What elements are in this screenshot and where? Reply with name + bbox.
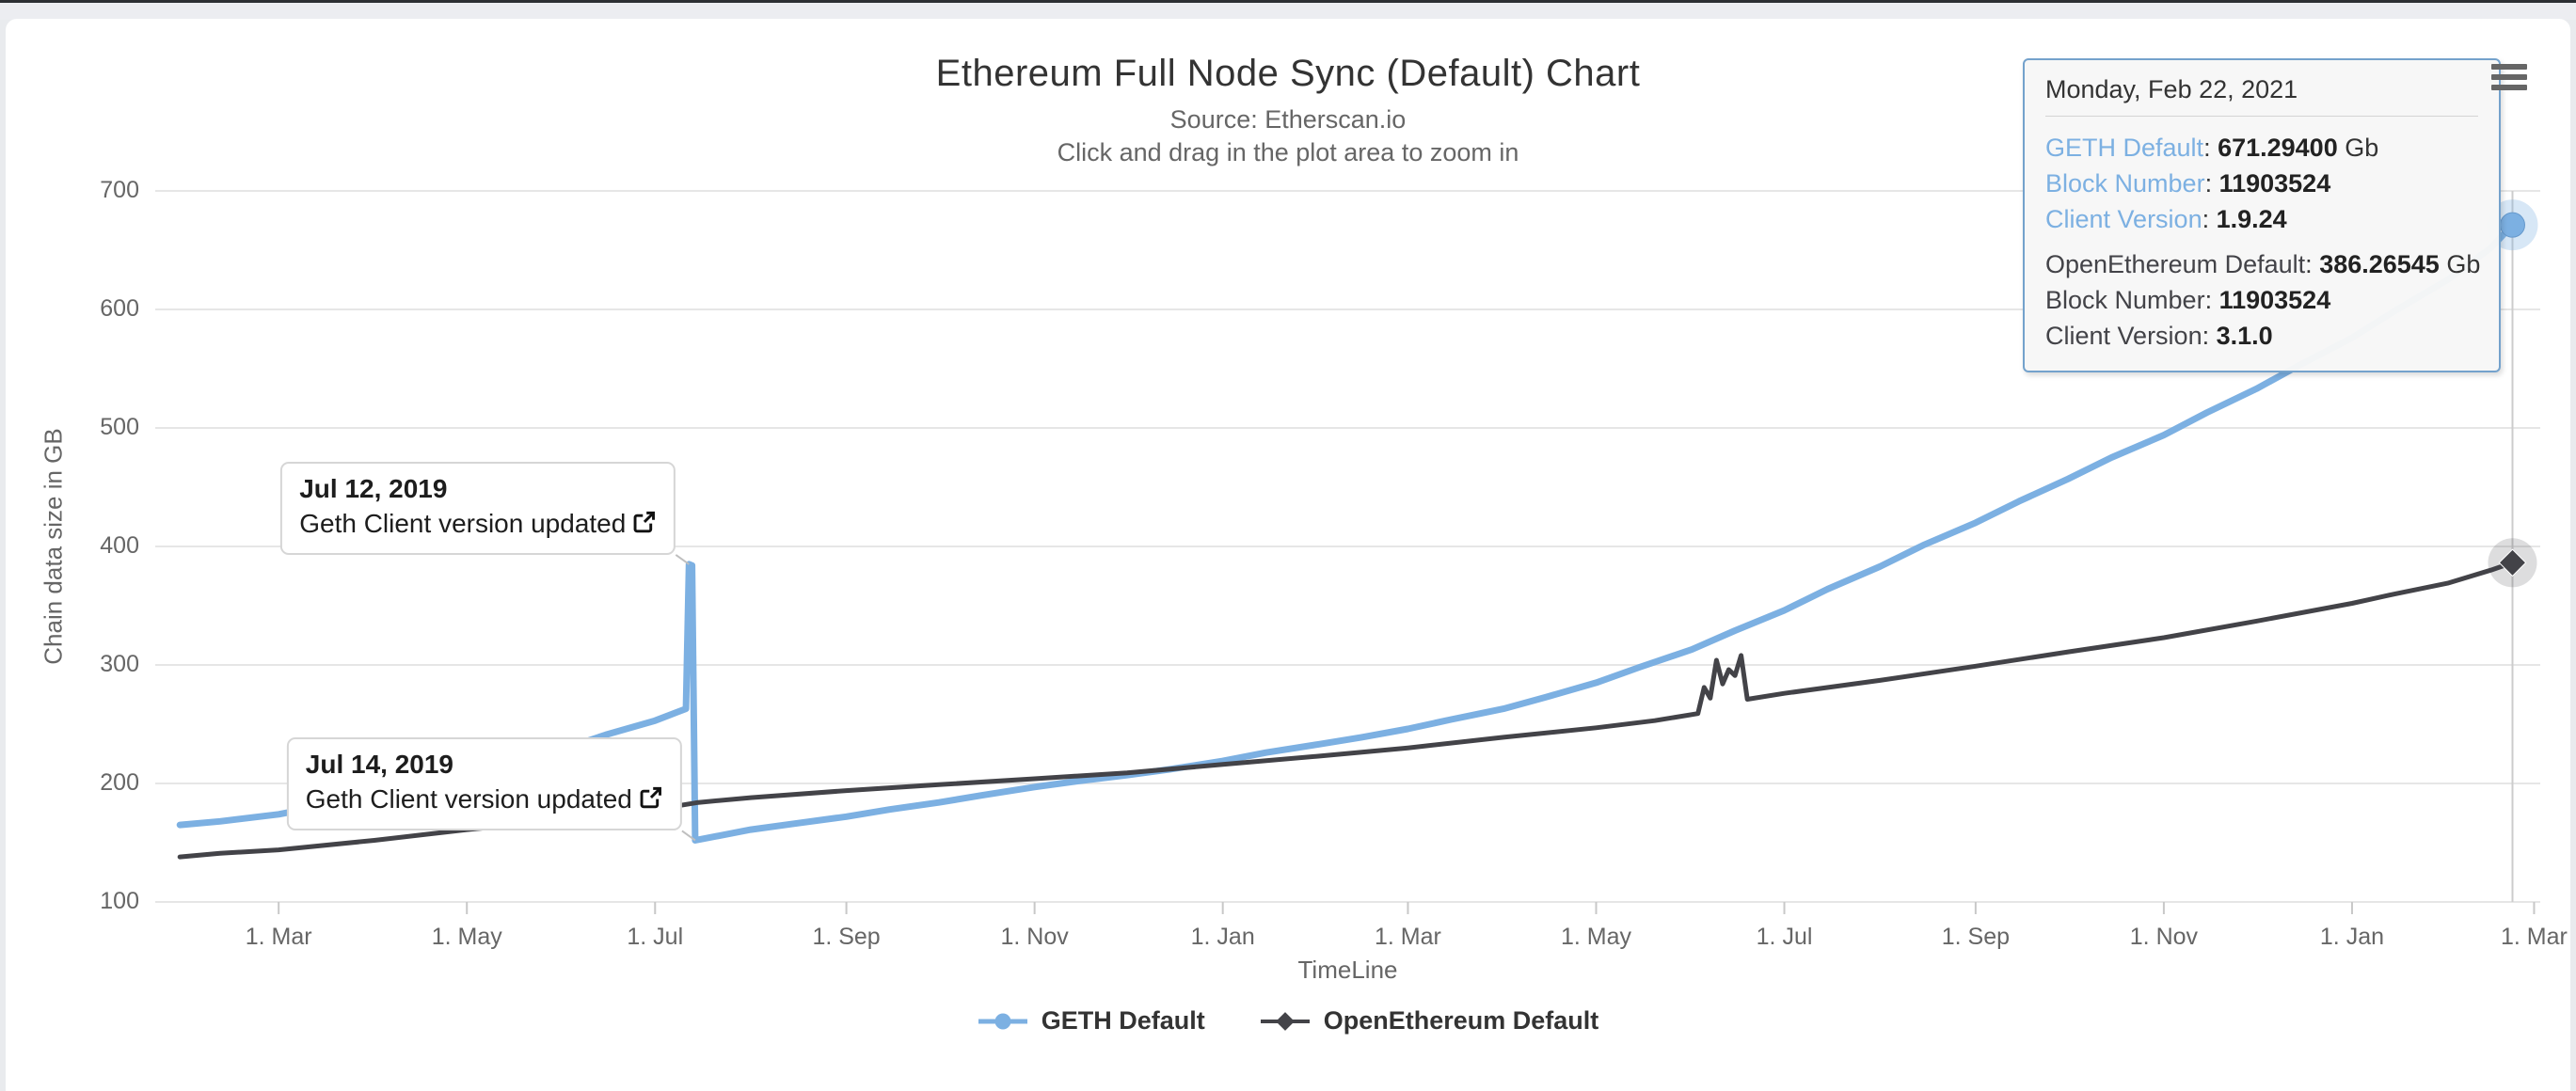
chart-legend: GETH Default OpenEthereum Default [0,1006,2576,1036]
legend-marker-circle [978,1013,1027,1029]
tooltip-row: Block Number: 11903524 [2045,286,2331,314]
tooltip-row-label: Client Version [2045,322,2202,350]
external-link-icon[interactable] [631,509,657,544]
annotation-text: Geth Client version updated [306,782,663,819]
tooltip-group: OpenEthereum Default: 386.26545 Gb Block … [2045,246,2481,354]
tooltip-row-label: OpenEthereum Default [2045,250,2306,278]
annotation-jul-14-2019: Jul 14, 2019 Geth Client version updated [286,737,682,831]
tooltip-row: Block Number: 11903524 [2045,169,2331,198]
series-point-marker-geth-default[interactable] [2499,212,2525,238]
tooltip-group: GETH Default: 671.29400 Gb Block Number: … [2045,130,2478,237]
x-axis-tick-label: 1. May [431,924,502,950]
annotation-connector [675,554,690,565]
series-line-geth-default[interactable] [176,221,2516,844]
legend-label: OpenEthereum Default [1323,1006,1599,1035]
hamburger-menu-icon [2491,64,2527,70]
x-axis-tick-label: 1. Jan [2319,924,2385,950]
tooltip-rows: GETH Default: 671.29400 Gb Block Number: … [2045,130,2481,354]
legend-item-openethereum-default[interactable]: OpenEthereum Default [1260,1006,1599,1036]
x-axis-tick-label: 1. Sep [1941,924,2010,950]
x-axis-title: TimeLine [1297,956,1398,984]
y-axis-tick-label: 200 [100,769,139,796]
tooltip-row-value: 11903524 [2218,286,2331,314]
annotation-date: Jul 12, 2019 [299,473,448,503]
tooltip-row-label: GETH Default [2045,134,2204,162]
legend-label: GETH Default [1041,1006,1205,1035]
y-axis-tick-label: 300 [100,651,139,677]
tooltip-row: OpenEthereum Default: 386.26545 Gb [2045,250,2481,278]
chart-subtitle-hint: Click and drag in the plot area to zoom … [1057,138,1519,166]
tooltip-row-value: 386.26545 [2319,250,2440,278]
tooltip-date: Monday, Feb 22, 2021 [2045,75,2478,117]
external-link-icon[interactable] [638,784,663,819]
y-axis-tick-label: 700 [100,177,139,203]
tooltip-row-value: 3.1.0 [2216,322,2273,350]
series-point-marker-openethereum-default[interactable] [2498,548,2527,577]
chart-tooltip: Monday, Feb 22, 2021 GETH Default: 671.2… [2023,58,2501,372]
y-axis-tick-label: 400 [100,532,139,559]
tooltip-row-value: 1.9.24 [2216,205,2287,233]
chart-title: Ethereum Full Node Sync (Default) Chart [935,53,1641,94]
tooltip-row: Client Version: 1.9.24 [2045,205,2287,233]
annotation-date: Jul 14, 2019 [305,750,454,780]
chart-context-menu-button[interactable] [2491,64,2531,102]
tooltip-row-label: Block Number [2045,169,2205,198]
x-axis-tick-label: 1. Mar [1375,924,1441,950]
x-axis-tick-label: 1. Mar [2501,924,2568,950]
x-axis-tick-label: 1. Jan [1190,924,1255,950]
annotation-text: Geth Client version updated [299,506,657,544]
legend-item-geth-default[interactable]: GETH Default [978,1006,1205,1036]
chart-subtitle-source: Source: Etherscan.io [1169,105,1407,134]
x-axis-tick-label: 1. Jul [627,924,684,950]
x-axis-tick-label: 1. Jul [1756,924,1813,950]
legend-marker-diamond [1260,1011,1310,1031]
window-top-edge [0,0,2576,3]
tooltip-row-label: Client Version [2045,205,2202,233]
tooltip-row: GETH Default: 671.29400 Gb [2045,134,2379,162]
annotation-jul-12-2019: Jul 12, 2019 Geth Client version updated [280,461,676,555]
x-axis-tick-label: 1. Mar [245,924,312,950]
x-axis-tick-label: 1. Sep [812,924,881,950]
y-axis-tick-label: 600 [100,295,139,322]
tooltip-row-value: 11903524 [2218,169,2331,198]
x-axis-tick-label: 1. May [1560,924,1631,950]
tooltip-row: Client Version: 3.1.0 [2045,322,2273,350]
x-axis-tick-label: 1. Nov [2129,924,2199,950]
tooltip-row-label: Block Number [2045,286,2205,314]
tooltip-row-value: 671.29400 [2218,134,2338,162]
annotation-connector [681,830,696,842]
x-axis-tick-label: 1. Nov [1000,924,1069,950]
page-background-strip [0,3,2576,20]
y-axis-tick-label: 100 [100,888,139,914]
y-axis-tick-label: 500 [100,414,139,440]
